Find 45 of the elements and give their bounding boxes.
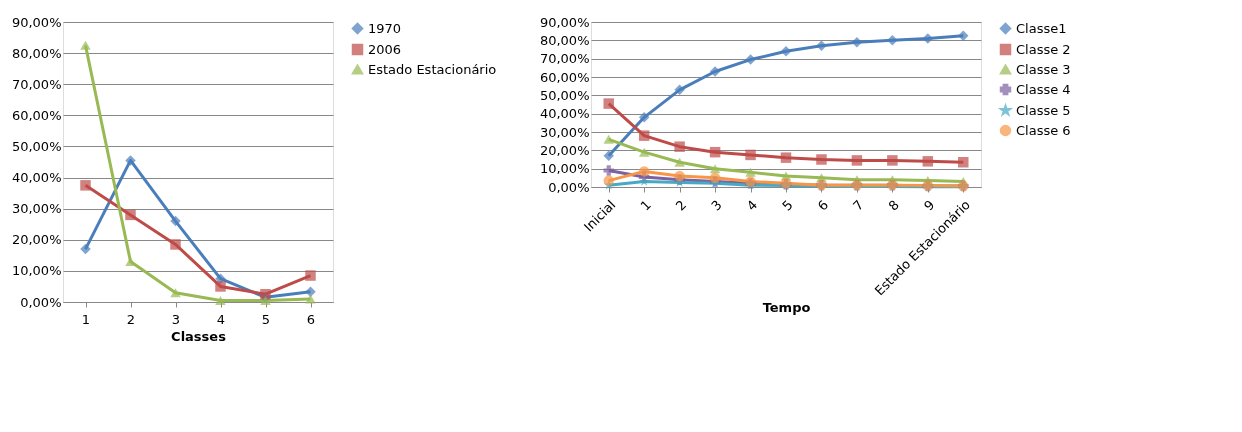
y-tick-label: 70,00%: [11, 76, 62, 92]
y-tick-label: 90,00%: [539, 14, 590, 30]
y-tick-label: 0,00%: [20, 294, 62, 310]
y-tick-label: 50,00%: [11, 138, 62, 154]
legend-label: 2006: [368, 41, 402, 57]
x-tick-label: 5: [779, 197, 796, 214]
legend-label: Classe 6: [1016, 122, 1071, 138]
x-tick-label: 1: [637, 197, 654, 214]
y-tick-label: 40,00%: [539, 106, 590, 122]
y-tick-label: 40,00%: [11, 170, 62, 186]
x-tick-label: 7: [850, 197, 867, 214]
y-tick-label: 10,00%: [11, 263, 62, 279]
legend-label: 1970: [368, 20, 402, 36]
y-tick-label: 30,00%: [11, 201, 62, 217]
y-tick-label: 20,00%: [11, 232, 62, 248]
y-tick-label: 50,00%: [539, 87, 590, 103]
x-axis-title: Classes: [171, 328, 227, 344]
x-tick-label: 3: [171, 311, 181, 327]
legend-label: Classe 2: [1016, 41, 1071, 57]
legend-label: Estado Estacionário: [368, 61, 497, 77]
x-tick-label: 6: [306, 311, 316, 327]
y-tick-label: 0,00%: [548, 179, 590, 195]
y-tick-label: 10,00%: [539, 161, 590, 177]
x-tick-label: 2: [126, 311, 136, 327]
y-tick-label: 90,00%: [11, 14, 62, 30]
legend-label: Classe 3: [1016, 61, 1071, 77]
y-tick-label: 70,00%: [539, 51, 590, 67]
x-tick-label: 5: [261, 311, 271, 327]
y-tick-label: 80,00%: [539, 32, 590, 48]
x-tick-label: 6: [814, 197, 832, 214]
y-tick-label: 60,00%: [11, 107, 62, 123]
x-tick-label: 2: [672, 197, 690, 214]
legend-label: Classe 5: [1016, 102, 1071, 118]
x-tick-label: 4: [216, 311, 226, 327]
y-tick-label: 60,00%: [539, 69, 590, 85]
x-tick-label: 3: [708, 197, 725, 214]
x-tick-label: 8: [885, 197, 903, 214]
x-axis-title: Tempo: [762, 300, 811, 316]
legend-label: Classe1: [1016, 20, 1067, 36]
y-tick-label: 20,00%: [539, 142, 590, 158]
x-tick-label: 1: [81, 311, 91, 327]
y-tick-label: 30,00%: [539, 124, 590, 140]
legend-label: Classe 4: [1016, 81, 1071, 97]
y-tick-label: 80,00%: [11, 45, 62, 61]
x-tick-label: 4: [743, 197, 761, 214]
